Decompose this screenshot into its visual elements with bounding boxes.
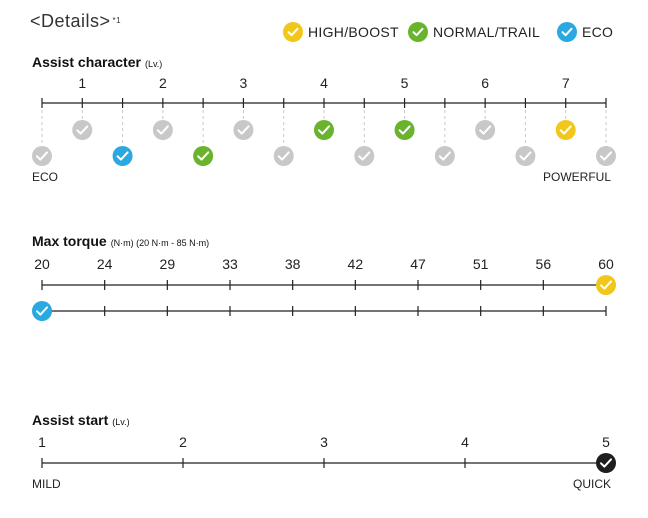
legend-normal-trail: NORMAL/TRAIL bbox=[408, 20, 540, 44]
quick-selected-marker bbox=[596, 453, 616, 473]
assist-character-marker bbox=[32, 146, 52, 166]
check-icon bbox=[116, 151, 129, 161]
assist-character-marker bbox=[273, 146, 294, 166]
check-icon bbox=[479, 125, 492, 135]
level-label: 2 bbox=[179, 434, 187, 450]
legend-high-boost: HIGH/BOOST bbox=[283, 20, 399, 44]
level-label: 3 bbox=[320, 434, 328, 450]
level-label: 5 bbox=[401, 75, 409, 91]
eco-end-label: ECO bbox=[32, 170, 58, 184]
check-icon bbox=[156, 125, 169, 135]
check-icon bbox=[358, 151, 371, 161]
check-icon bbox=[398, 125, 411, 135]
powerful-end-label: POWERFUL bbox=[543, 170, 611, 184]
check-icon bbox=[408, 22, 428, 42]
check-icon bbox=[76, 125, 89, 135]
check-icon bbox=[277, 151, 290, 161]
check-icon bbox=[600, 151, 612, 161]
section-title-text: Assist start bbox=[32, 412, 109, 428]
assist-character-marker bbox=[152, 120, 173, 140]
section-unit: (N·m) (20 N·m - 85 N·m) bbox=[110, 238, 210, 248]
legend-label: HIGH/BOOST bbox=[308, 24, 399, 40]
level-label: 1 bbox=[38, 434, 46, 450]
eco-torque-marker bbox=[32, 301, 52, 321]
check-icon bbox=[237, 125, 250, 135]
level-label: 4 bbox=[320, 75, 328, 91]
page-title: <Details> *1 bbox=[30, 11, 121, 32]
check-icon bbox=[197, 151, 210, 161]
assist-character-marker bbox=[475, 120, 496, 140]
assist-character-title: Assist character (Lv.) bbox=[32, 54, 162, 70]
torque-tick-label: 60 bbox=[598, 256, 614, 272]
level-label: 2 bbox=[159, 75, 167, 91]
check-icon bbox=[438, 151, 451, 161]
mild-end-label: MILD bbox=[32, 477, 61, 491]
assist-character-marker bbox=[193, 146, 214, 166]
torque-tick-label: 20 bbox=[34, 256, 50, 272]
assist-character-marker bbox=[233, 120, 254, 140]
check-icon bbox=[600, 280, 612, 290]
level-label: 7 bbox=[562, 75, 570, 91]
section-unit: (Lv.) bbox=[112, 417, 130, 427]
assist-character-marker bbox=[515, 146, 536, 166]
high-boost-torque-marker bbox=[596, 275, 616, 295]
assist-character-marker bbox=[72, 120, 93, 140]
assist-character-marker bbox=[354, 146, 375, 166]
torque-tick-label: 47 bbox=[410, 256, 426, 272]
section-title-text: Max torque bbox=[32, 233, 107, 249]
title-footnote: *1 bbox=[112, 16, 122, 25]
max-torque-title: Max torque (N·m) (20 N·m - 85 N·m) bbox=[32, 233, 209, 249]
check-icon bbox=[36, 151, 48, 161]
quick-end-label: QUICK bbox=[573, 477, 611, 491]
check-icon bbox=[318, 125, 330, 135]
level-label: 1 bbox=[78, 75, 86, 91]
assist-character-marker bbox=[394, 120, 415, 140]
check-icon bbox=[600, 458, 612, 468]
torque-tick-label: 24 bbox=[97, 256, 113, 272]
torque-tick-label: 33 bbox=[222, 256, 238, 272]
level-label: 6 bbox=[481, 75, 489, 91]
torque-tick-label: 29 bbox=[160, 256, 176, 272]
torque-tick-label: 42 bbox=[348, 256, 364, 272]
check-icon bbox=[559, 125, 572, 135]
check-icon bbox=[557, 22, 577, 42]
assist-character-marker bbox=[555, 120, 576, 140]
check-icon bbox=[36, 306, 48, 316]
check-icon bbox=[519, 151, 532, 161]
legend-eco: ECO bbox=[557, 20, 613, 44]
assist-character-marker bbox=[314, 120, 334, 140]
torque-tick-label: 38 bbox=[285, 256, 301, 272]
level-label: 5 bbox=[602, 434, 610, 450]
legend-label: ECO bbox=[582, 24, 614, 40]
section-unit: (Lv.) bbox=[144, 59, 163, 69]
assist-character-marker bbox=[596, 146, 616, 166]
level-label: 3 bbox=[240, 75, 248, 91]
title-text: <Details> bbox=[30, 11, 111, 31]
section-title-text: Assist character bbox=[32, 54, 141, 70]
torque-tick-label: 56 bbox=[536, 256, 552, 272]
torque-tick-label: 51 bbox=[473, 256, 489, 272]
assist-character-marker bbox=[112, 146, 133, 166]
check-icon bbox=[283, 22, 303, 42]
legend-label: NORMAL/TRAIL bbox=[433, 24, 541, 40]
level-label: 4 bbox=[461, 434, 469, 450]
assist-start-title: Assist start (Lv.) bbox=[32, 412, 130, 428]
assist-character-marker bbox=[434, 146, 455, 166]
